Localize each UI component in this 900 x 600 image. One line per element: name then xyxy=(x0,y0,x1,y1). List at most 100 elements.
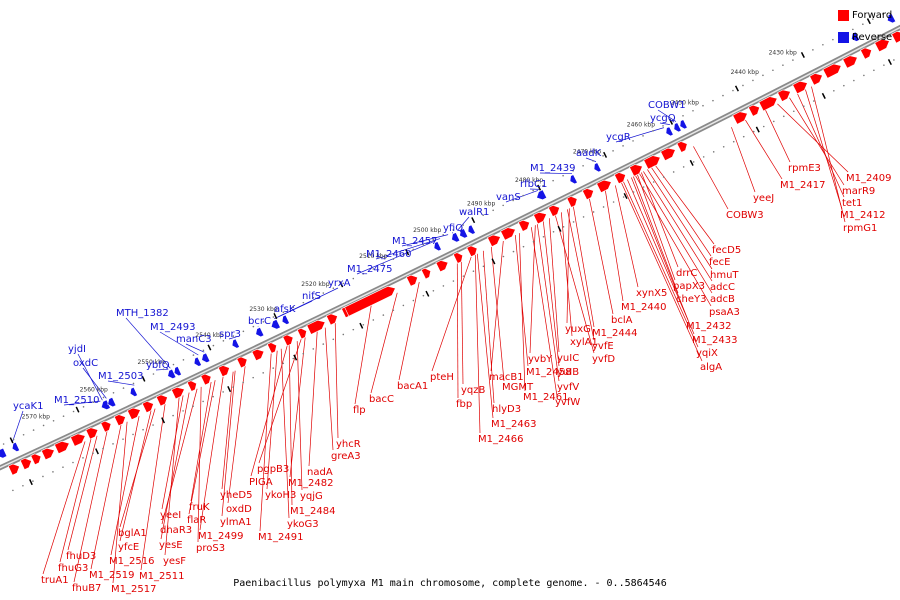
forward-gene-label-M1_2517[interactable]: M1_2517 xyxy=(111,584,156,595)
forward-gene-label-hmuT[interactable]: hmuT xyxy=(710,270,739,281)
reverse-gene-label-yjdI[interactable]: yjdI xyxy=(68,344,86,355)
forward-gene-arrow-0[interactable] xyxy=(7,463,20,476)
forward-gene-label-PIGA[interactable]: PIGA xyxy=(249,477,273,488)
forward-gene-label-ykoH3[interactable]: ykoH3 xyxy=(265,490,296,501)
forward-gene-arrow-30[interactable] xyxy=(487,234,501,248)
forward-gene-label-yqiX[interactable]: yqiX xyxy=(696,348,718,359)
reverse-gene-label-M1_2457[interactable]: M1_2457 xyxy=(392,236,437,247)
forward-gene-arrow-53[interactable] xyxy=(891,31,900,44)
reverse-gene-arrow-5[interactable] xyxy=(167,368,177,380)
reverse-gene-arrow-4[interactable] xyxy=(129,386,138,397)
forward-gene-label-dhaR3[interactable]: dhaR3 xyxy=(160,525,192,536)
reverse-gene-arrow-16[interactable] xyxy=(467,224,476,235)
forward-gene-arrow-41[interactable] xyxy=(660,147,676,162)
forward-gene-arrow-39[interactable] xyxy=(629,164,643,177)
reverse-gene-arrow-12[interactable] xyxy=(281,314,290,325)
reverse-gene-arrow-1[interactable] xyxy=(11,441,21,452)
forward-gene-label-yuxG[interactable]: yuxG xyxy=(565,324,591,335)
forward-gene-label-bglA1[interactable]: bglA1 xyxy=(118,528,147,539)
reverse-gene-arrow-17[interactable] xyxy=(536,189,548,201)
forward-gene-label-yqzB[interactable]: yqzB xyxy=(461,385,486,396)
forward-gene-arrow-2[interactable] xyxy=(30,453,42,466)
forward-gene-label-ylmA1[interactable]: ylmA1 xyxy=(220,517,252,528)
forward-gene-label-fecE[interactable]: fecE xyxy=(709,257,731,268)
forward-gene-label-M1_2432[interactable]: M1_2432 xyxy=(686,321,731,332)
forward-gene-label-nadA[interactable]: nadA xyxy=(307,467,333,478)
forward-gene-arrow-37[interactable] xyxy=(596,179,612,194)
forward-gene-arrow-16[interactable] xyxy=(236,356,248,369)
forward-gene-label-M1_2417[interactable]: M1_2417 xyxy=(780,180,825,191)
forward-gene-label-cheY3[interactable]: cheY3 xyxy=(676,294,706,305)
forward-gene-arrow-47[interactable] xyxy=(792,80,808,95)
forward-gene-label-M1_2444[interactable]: M1_2444 xyxy=(592,328,637,339)
reverse-gene-label-vanS[interactable]: vanS xyxy=(496,192,521,203)
forward-gene-label-M1_2461[interactable]: M1_2461 xyxy=(523,392,568,403)
reverse-gene-label-ybfQ[interactable]: ybfQ xyxy=(146,360,170,371)
reverse-gene-label-spr3[interactable]: spr3 xyxy=(219,329,241,340)
reverse-gene-label-ycgR[interactable]: ycgR xyxy=(606,132,631,143)
reverse-gene-label-bcrC[interactable]: bcrC xyxy=(248,316,271,327)
forward-gene-label-yuIB[interactable]: yuIB xyxy=(557,367,579,378)
forward-gene-label-oxdD[interactable]: oxdD xyxy=(226,504,252,515)
forward-gene-label-yheD5[interactable]: yheD5 xyxy=(220,490,252,501)
reverse-gene-label-manC3[interactable]: manC3 xyxy=(176,334,212,345)
forward-gene-label-proS3[interactable]: proS3 xyxy=(196,543,225,554)
reverse-gene-label-ycaK1[interactable]: ycaK1 xyxy=(13,401,43,412)
reverse-gene-arrow-21[interactable] xyxy=(673,122,682,133)
forward-gene-label-bacC[interactable]: bacC xyxy=(369,394,394,405)
reverse-gene-arrow-7[interactable] xyxy=(193,356,202,367)
reverse-gene-label-nifS[interactable]: nifS xyxy=(302,291,321,302)
reverse-gene-arrow-9[interactable] xyxy=(231,338,240,349)
reverse-gene-arrow-18[interactable] xyxy=(569,174,578,185)
forward-gene-label-bacA1[interactable]: bacA1 xyxy=(397,381,428,392)
forward-gene-label-M1_2412[interactable]: M1_2412 xyxy=(840,210,885,221)
reverse-gene-label-oxdC[interactable]: oxdC xyxy=(73,358,98,369)
forward-gene-label-M1_2516[interactable]: M1_2516 xyxy=(109,556,154,567)
reverse-gene-arrow-20[interactable] xyxy=(665,126,674,137)
forward-gene-arrow-4[interactable] xyxy=(54,440,70,455)
reverse-gene-label-COBW1[interactable]: COBW1 xyxy=(648,100,686,111)
forward-gene-arrow-18[interactable] xyxy=(266,342,277,354)
forward-gene-label-M1_2433[interactable]: M1_2433 xyxy=(692,335,737,346)
forward-gene-arrow-33[interactable] xyxy=(533,211,547,225)
forward-gene-arrow-6[interactable] xyxy=(85,427,99,440)
forward-gene-label-rpmE3[interactable]: rpmE3 xyxy=(788,163,821,174)
reverse-gene-arrow-15[interactable] xyxy=(459,228,469,239)
forward-gene-arrow-26[interactable] xyxy=(420,267,432,280)
forward-gene-label-pgpB3[interactable]: pgpB3 xyxy=(257,464,289,475)
forward-gene-label-truA1[interactable]: truA1 xyxy=(41,575,69,586)
forward-gene-label-yesF[interactable]: yesF xyxy=(163,556,186,567)
forward-gene-label-flaR[interactable]: flaR xyxy=(187,515,206,526)
forward-gene-arrow-28[interactable] xyxy=(452,252,464,264)
forward-gene-label-fruK[interactable]: fruK xyxy=(189,502,210,513)
reverse-gene-label-M1_2493[interactable]: M1_2493 xyxy=(150,322,195,333)
forward-gene-arrow-46[interactable] xyxy=(777,89,791,102)
reverse-gene-label-ycgQ[interactable]: ycgQ xyxy=(650,113,676,124)
forward-gene-label-M1_2482[interactable]: M1_2482 xyxy=(288,478,333,489)
forward-gene-arrow-9[interactable] xyxy=(126,407,141,420)
forward-gene-arrow-29[interactable] xyxy=(466,245,478,258)
forward-gene-arrow-35[interactable] xyxy=(566,196,578,208)
reverse-gene-label-yrxA[interactable]: yrxA xyxy=(328,278,351,289)
forward-gene-arrow-12[interactable] xyxy=(170,386,185,400)
forward-gene-label-rpmG1[interactable]: rpmG1 xyxy=(843,223,877,234)
forward-gene-label-COBW3[interactable]: COBW3 xyxy=(726,210,764,221)
forward-gene-label-yvfW[interactable]: yvfW xyxy=(555,397,580,408)
reverse-gene-label-M1_2510[interactable]: M1_2510 xyxy=(54,395,99,406)
forward-gene-label-yvbY[interactable]: yvbY xyxy=(528,354,553,365)
forward-gene-label-M1_2499[interactable]: M1_2499 xyxy=(198,531,243,542)
forward-gene-arrow-21[interactable] xyxy=(306,319,326,335)
reverse-gene-arrow-2[interactable] xyxy=(100,399,111,411)
forward-gene-label-xynX5[interactable]: xynX5 xyxy=(636,288,667,299)
forward-gene-arrow-52[interactable] xyxy=(874,38,890,53)
reverse-gene-label-M1_2439[interactable]: M1_2439 xyxy=(530,163,575,174)
forward-gene-arrow-8[interactable] xyxy=(113,414,126,427)
forward-gene-arrow-22[interactable] xyxy=(326,313,338,326)
forward-gene-label-fecD5[interactable]: fecD5 xyxy=(712,245,741,256)
forward-gene-arrow-40[interactable] xyxy=(643,155,661,170)
forward-gene-label-macB1[interactable]: macB1 xyxy=(489,372,524,383)
forward-gene-label-M1_2511[interactable]: M1_2511 xyxy=(139,571,184,582)
reverse-gene-label-rfbC1[interactable]: rfbC1 xyxy=(520,179,547,190)
forward-gene-arrow-11[interactable] xyxy=(155,394,168,407)
forward-gene-label-M1_2463[interactable]: M1_2463 xyxy=(491,419,536,430)
